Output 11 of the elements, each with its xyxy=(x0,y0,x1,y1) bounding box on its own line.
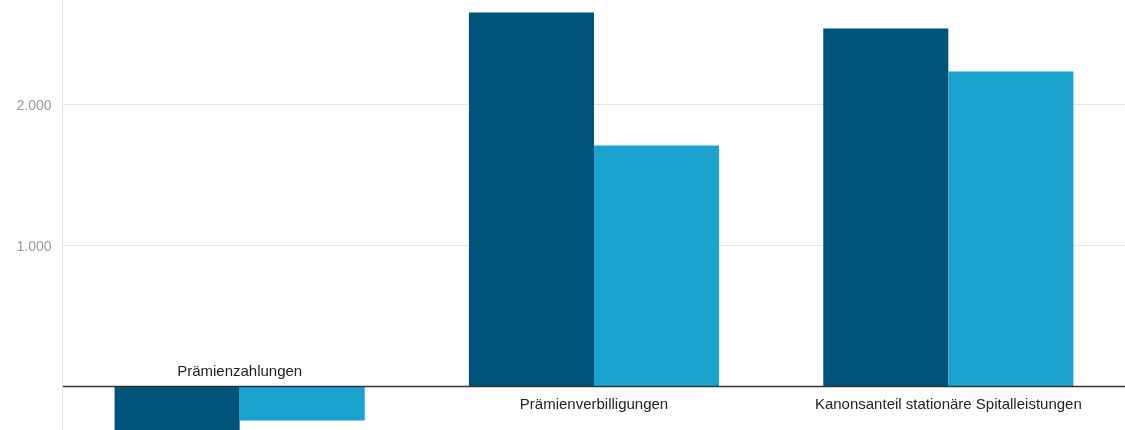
x-tick-label: Kanonsanteil stationäre Spitalleistungen xyxy=(814,394,1082,412)
bar xyxy=(114,386,240,430)
y-tick-label: 1.000 xyxy=(16,237,52,254)
bar xyxy=(239,386,365,421)
x-tick-label: Prämienzahlungen xyxy=(177,361,303,379)
y-tick-label: 2.000 xyxy=(16,96,52,113)
x-tick-label: Prämienverbilligungen xyxy=(519,394,669,412)
bar xyxy=(468,12,594,387)
bar xyxy=(948,71,1074,387)
bar xyxy=(823,28,949,387)
bar xyxy=(594,145,720,387)
